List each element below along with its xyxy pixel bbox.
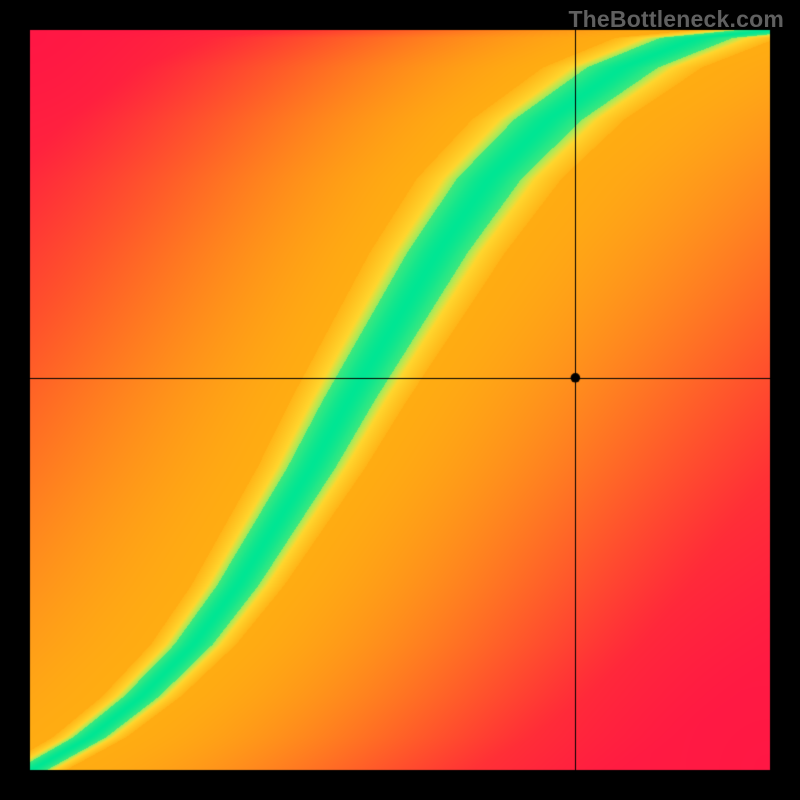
heatmap-canvas — [0, 0, 800, 800]
watermark-text: TheBottleneck.com — [568, 6, 784, 33]
chart-container: TheBottleneck.com — [0, 0, 800, 800]
